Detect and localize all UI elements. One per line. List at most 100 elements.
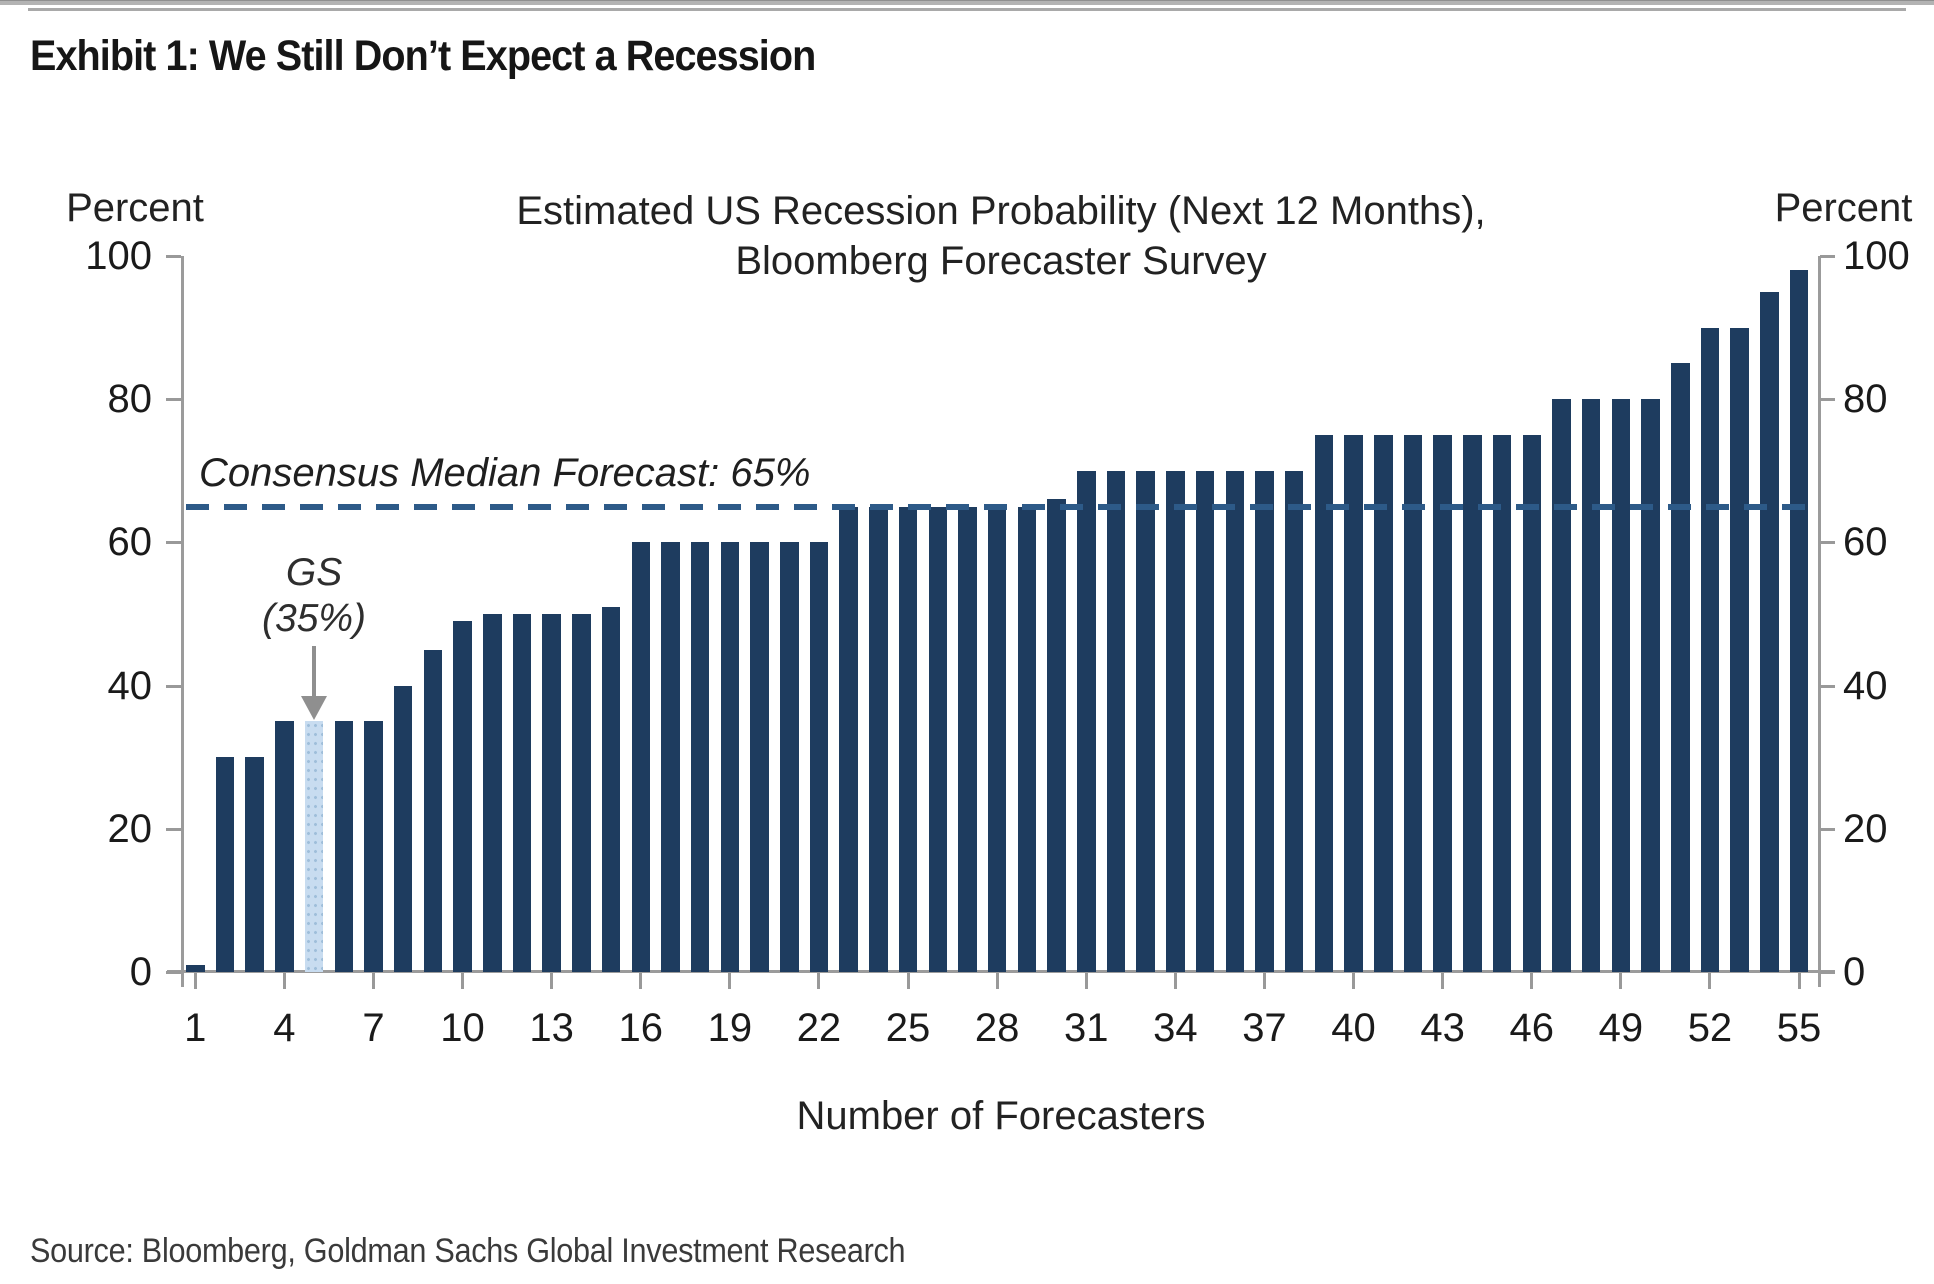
x-tick-label-13: 13: [529, 1006, 574, 1050]
x-tick-mark-10: [461, 973, 465, 989]
bar-42: [1403, 435, 1423, 972]
x-tick-mark-31: [1084, 973, 1088, 989]
y-tick-label-right-100: 100: [1843, 234, 1910, 278]
x-tick-label-19: 19: [707, 1006, 753, 1050]
y-tick-mark: [1820, 684, 1835, 688]
bar-16: [631, 542, 650, 972]
x-tick-mark-43: [1441, 973, 1445, 989]
x-tick-mark-28: [995, 973, 999, 989]
x-tick-label-37: 37: [1242, 1006, 1287, 1050]
bar-10: [453, 621, 472, 972]
x-tick-mark-7: [371, 973, 375, 989]
down-arrow-icon: [312, 646, 317, 699]
y-tick-label-right-60: 60: [1843, 520, 1888, 565]
bar-54: [1760, 291, 1779, 972]
x-tick-label-4: 4: [273, 1006, 296, 1050]
bar-7: [364, 721, 383, 972]
bar-50: [1641, 399, 1660, 972]
x-tick-label-55: 55: [1776, 1006, 1822, 1050]
gs-forecast-annotation: GS (35%): [184, 550, 444, 642]
bar-25: [898, 506, 918, 972]
x-axis-title: Number of Forecasters: [796, 1094, 1206, 1138]
x-tick-label-28: 28: [974, 1006, 1020, 1050]
bar-52: [1700, 327, 1720, 972]
bar-45: [1492, 435, 1512, 972]
bar-11: [483, 614, 502, 972]
right-axis-unit-label: Percent: [1774, 186, 1913, 230]
x-tick-label-1: 1: [184, 1006, 207, 1050]
x-tick-label-22: 22: [796, 1006, 842, 1050]
bar-2: [215, 757, 235, 972]
bar-48: [1581, 399, 1601, 972]
bar-18: [690, 542, 710, 972]
bar-17: [661, 542, 680, 972]
bar-49: [1611, 399, 1631, 972]
y-tick-label-left-80: 80: [107, 377, 153, 422]
bar-15: [601, 606, 621, 972]
bar-21: [780, 542, 799, 972]
bar-9: [423, 649, 443, 972]
consensus-median-label: Consensus Median Forecast: 65%: [199, 450, 811, 495]
x-tick-mark-40: [1352, 973, 1356, 989]
bar-1: [186, 964, 205, 972]
y-tick-label-left-100: 100: [85, 234, 152, 278]
y-tick-mark: [1820, 398, 1835, 402]
y-tick-mark: [1820, 971, 1835, 974]
bar-53: [1730, 327, 1749, 972]
bar-20: [750, 542, 769, 972]
bottom-divider: [0, 0, 1934, 5]
bar-32: [1106, 470, 1126, 972]
bar-37: [1255, 470, 1274, 972]
bar-38: [1284, 470, 1304, 972]
source-note: Source: Bloomberg, Goldman Sachs Global …: [30, 1232, 906, 1270]
bar-30: [1047, 499, 1066, 972]
y-tick-mark: [166, 398, 181, 402]
bar-19: [720, 542, 740, 972]
y-axis-left: [181, 256, 184, 987]
x-tick-label-43: 43: [1420, 1006, 1465, 1050]
y-tick-label-right-40: 40: [1843, 663, 1888, 708]
x-tick-label-34: 34: [1153, 1006, 1198, 1050]
x-tick-mark-25: [906, 973, 910, 989]
x-tick-mark-46: [1530, 973, 1534, 989]
y-tick-mark: [166, 255, 181, 258]
bar-27: [958, 506, 977, 972]
x-tick-mark-37: [1262, 973, 1266, 989]
x-tick-label-40: 40: [1331, 1006, 1376, 1050]
exhibit-title: Exhibit 1: We Still Don’t Expect a Reces…: [30, 32, 816, 80]
y-tick-label-left-40: 40: [107, 663, 153, 708]
x-tick-mark-34: [1173, 973, 1177, 989]
bar-39: [1314, 435, 1334, 972]
gs-annotation-line2: (35%): [262, 597, 367, 640]
y-tick-mark: [1820, 827, 1835, 831]
consensus-dashed-line: [186, 503, 1816, 510]
y-tick-mark: [166, 971, 181, 974]
x-tick-label-10: 10: [440, 1006, 485, 1050]
x-tick-mark-1: [193, 973, 197, 989]
bar-46: [1522, 435, 1541, 972]
bar-47: [1552, 399, 1571, 972]
bar-40: [1344, 435, 1363, 972]
bar-31: [1077, 470, 1096, 972]
bar-36: [1225, 470, 1244, 972]
bar-41: [1374, 435, 1393, 972]
bar-44: [1463, 435, 1482, 972]
x-tick-label-25: 25: [885, 1006, 931, 1050]
bar-28: [987, 506, 1007, 972]
x-tick-mark-49: [1619, 973, 1623, 989]
x-tick-mark-13: [550, 973, 554, 989]
bar-34: [1166, 470, 1185, 972]
y-tick-label-left-60: 60: [107, 520, 153, 565]
bar-12: [512, 614, 532, 972]
x-tick-label-31: 31: [1064, 1006, 1109, 1050]
y-tick-mark: [166, 541, 181, 545]
bar-43: [1433, 435, 1452, 972]
x-tick-mark-19: [728, 973, 732, 989]
x-tick-label-52: 52: [1687, 1006, 1733, 1050]
y-tick-mark: [166, 684, 181, 688]
y-axis-right: [1818, 256, 1821, 987]
y-tick-label-left-0: 0: [129, 950, 152, 994]
chart-title: Estimated US Recession Probability (Next…: [301, 186, 1701, 286]
left-axis-unit-label: Percent: [66, 186, 204, 230]
